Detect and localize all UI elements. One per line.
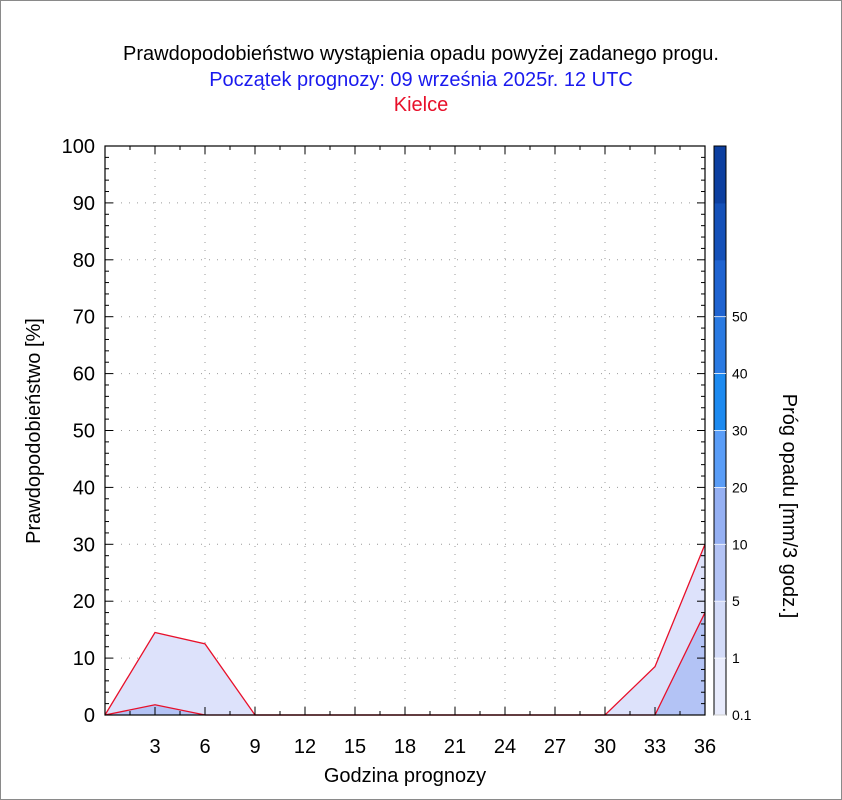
x-tick-label: 36: [694, 736, 716, 758]
colorbar-segment: [714, 259, 726, 318]
y-tick-label: 70: [73, 307, 95, 329]
x-tick-label: 18: [394, 736, 416, 758]
colorbar-segment: [714, 487, 726, 545]
colorbar-tick-label: 50: [732, 309, 748, 325]
y-axis: 0 10 20 30 40 50 60 70 80 90 100: [62, 136, 705, 727]
x-tick-label: 30: [594, 736, 616, 758]
y-tick-label: 90: [73, 193, 95, 215]
x-axis: 3 6 9 12 15 18 21 24 27 30 33 36: [104, 146, 716, 758]
colorbar-tick-label: 1: [732, 650, 740, 666]
colorbar-segment: [714, 146, 726, 204]
chart-title: Prawdopodobieństwo wystąpienia opadu pow…: [123, 43, 719, 65]
probability-areas: [104, 544, 706, 716]
y-tick-label: 20: [73, 591, 95, 613]
x-axis-label: Godzina prognozy: [324, 765, 486, 787]
x-tick-label: 27: [544, 736, 566, 758]
colorbar-tick-label: 20: [732, 479, 748, 495]
y-tick-label: 30: [73, 534, 95, 556]
colorbar-tick-label: 10: [732, 536, 748, 552]
colorbar-segment: [714, 202, 726, 261]
colorbar-segment: [714, 373, 726, 431]
x-tick-label: 24: [494, 736, 516, 758]
y-tick-label: 80: [73, 250, 95, 272]
y-tick-label: 60: [73, 364, 95, 386]
y-tick-label: 50: [73, 421, 95, 443]
colorbar-segment: [714, 658, 726, 716]
colorbar-tick-label: 0.1: [732, 707, 752, 723]
colorbar-tick-label: 5: [732, 593, 740, 609]
colorbar-tick-label: 40: [732, 366, 748, 382]
colorbar-segment: [714, 544, 726, 602]
y-axis-label: Prawdopodobieństwo [%]: [23, 318, 45, 544]
y-tick-label: 100: [62, 136, 95, 158]
colorbar-segment: [714, 316, 726, 375]
chart-location: Kielce: [393, 94, 449, 116]
x-tick-label: 12: [294, 736, 316, 758]
grid: [105, 145, 706, 716]
colorbar-segment: [714, 430, 726, 488]
colorbar: 0.1 1 5 10 20 30 40 50: [713, 145, 752, 723]
area-threshold-0.1: [105, 544, 705, 715]
x-tick-label: 33: [644, 736, 666, 758]
y-tick-label: 40: [73, 477, 95, 499]
y-tick-label: 0: [84, 705, 95, 727]
colorbar-label: Próg opadu [mm/3 godz.]: [778, 394, 800, 619]
colorbar-tick-label: 30: [732, 423, 748, 439]
x-tick-label: 15: [344, 736, 366, 758]
chart-subtitle: Początek prognozy: 09 września 2025r. 12…: [209, 69, 633, 91]
x-tick-label: 21: [444, 736, 466, 758]
x-tick-label: 9: [249, 736, 260, 758]
colorbar-segment: [714, 601, 726, 659]
x-tick-label: 6: [199, 736, 210, 758]
y-tick-label: 10: [73, 648, 95, 670]
x-tick-label: 3: [149, 736, 160, 758]
plot-border: [104, 145, 706, 716]
